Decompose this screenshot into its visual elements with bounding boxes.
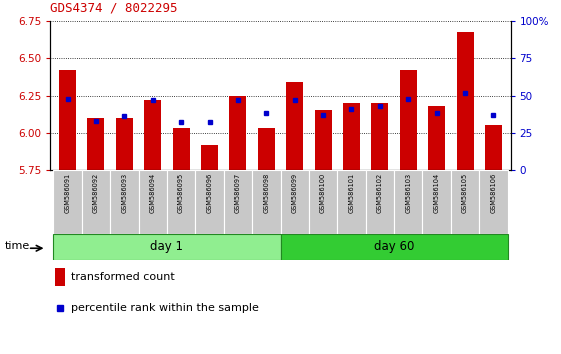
Text: GSM586093: GSM586093	[121, 172, 127, 213]
Text: GSM586095: GSM586095	[178, 172, 184, 213]
Text: day 1: day 1	[150, 240, 183, 253]
Text: day 60: day 60	[374, 240, 414, 253]
Text: GSM586092: GSM586092	[93, 172, 99, 213]
Text: GSM586106: GSM586106	[490, 172, 496, 213]
Text: GDS4374 / 8022295: GDS4374 / 8022295	[50, 1, 178, 14]
Text: GSM586100: GSM586100	[320, 172, 326, 213]
Bar	[280, 170, 309, 234]
Text: GSM586103: GSM586103	[405, 172, 411, 213]
Bar	[309, 170, 337, 234]
Text: GSM586099: GSM586099	[292, 172, 298, 213]
Bar	[252, 170, 280, 234]
Bar	[110, 170, 139, 234]
Text: GSM586098: GSM586098	[263, 172, 269, 213]
Bar	[53, 234, 280, 260]
Bar	[366, 170, 394, 234]
Bar	[55, 268, 65, 286]
Bar	[167, 170, 195, 234]
Bar	[280, 234, 508, 260]
Bar	[315, 110, 332, 170]
Text: GSM586101: GSM586101	[348, 172, 355, 213]
Bar	[286, 82, 303, 170]
Text: GSM586097: GSM586097	[235, 172, 241, 213]
Bar	[139, 170, 167, 234]
Bar	[451, 170, 479, 234]
Text: GSM586094: GSM586094	[150, 172, 156, 213]
Bar	[337, 170, 366, 234]
Text: GSM586102: GSM586102	[377, 172, 383, 213]
Bar	[224, 170, 252, 234]
Text: transformed count: transformed count	[71, 272, 175, 282]
Bar	[53, 170, 82, 234]
Bar	[479, 170, 508, 234]
Bar	[173, 128, 190, 170]
Bar	[422, 170, 451, 234]
Bar	[82, 170, 110, 234]
Bar	[59, 70, 76, 170]
Text: percentile rank within the sample: percentile rank within the sample	[71, 303, 259, 313]
Bar	[400, 70, 417, 170]
Bar	[485, 125, 502, 170]
Bar	[457, 32, 473, 170]
Text: GSM586104: GSM586104	[434, 172, 440, 213]
Bar	[428, 106, 445, 170]
Bar	[195, 170, 224, 234]
Bar	[258, 128, 275, 170]
Text: GSM586096: GSM586096	[206, 172, 213, 213]
Bar	[343, 103, 360, 170]
Text: GSM586091: GSM586091	[65, 172, 71, 213]
Bar	[144, 100, 161, 170]
Bar	[394, 170, 422, 234]
Bar	[88, 118, 104, 170]
Bar	[229, 96, 246, 170]
Text: GSM586105: GSM586105	[462, 172, 468, 213]
Bar	[371, 103, 388, 170]
Bar	[116, 118, 133, 170]
Text: time: time	[5, 241, 30, 251]
Bar	[201, 145, 218, 170]
